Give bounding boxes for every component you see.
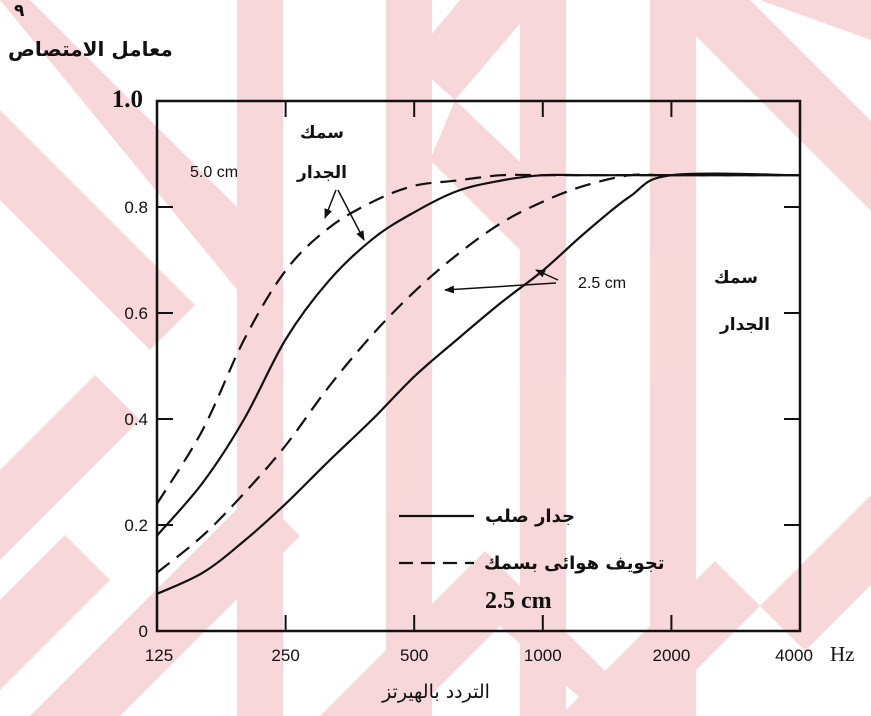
x-tick-label: 4000 [775, 646, 813, 665]
legend-extra-thickness: 2.5 cm [485, 588, 552, 614]
series-line-solid-2_5cm [156, 172, 801, 595]
annotation-arrow-5cm-solid [337, 189, 365, 241]
y-tick-label: 0.4 [124, 410, 148, 429]
annotation-thickness-label-1: سمك [300, 123, 344, 143]
x-tick-label: 250 [271, 646, 299, 665]
y-axis-label: معامل الامتصاص [8, 37, 173, 61]
annotation-25cm: 2.5 cm [578, 275, 626, 292]
y-tick-label: 0.8 [124, 198, 148, 217]
x-tick-label: 1000 [524, 646, 562, 665]
y-tick-label: 0.2 [124, 516, 148, 535]
legend-label-dashed: تجويف هوائى بسمك [484, 553, 665, 574]
annotation-thickness-label-4: الجدار [719, 315, 770, 335]
plot-frame [155, 99, 802, 633]
y-tick-label: 0.6 [124, 304, 148, 323]
x-axis-label: التردد بالهيرتز [381, 681, 490, 703]
legend: جدار صلب تجويف هوائى بسمك 2.5 cm [399, 506, 665, 614]
annotation-arrow-5cm-dashed [324, 189, 337, 219]
x-tick-label: 125 [145, 646, 173, 665]
corner-mark: ٩ [14, 1, 25, 21]
y-axis-ticks: 0 0.2 0.4 0.6 0.8 1.0 [112, 86, 800, 641]
x-axis-ticks: 125 250 500 1000 2000 4000 [145, 101, 813, 665]
y-tick-label: 1.0 [112, 86, 143, 113]
x-tick-label: 500 [400, 646, 428, 665]
series-line-dashed-2_5cm [156, 173, 800, 574]
annotation-thickness-label-3: سمك [714, 268, 758, 288]
annotation-arrow-25cm-dashed [444, 282, 557, 294]
annotation-arrow-25cm-solid [535, 269, 559, 281]
legend-label-solid: جدار صلب [485, 506, 575, 527]
x-tick-label: 2000 [652, 646, 690, 665]
annotation-5cm: 5.0 cm [190, 164, 238, 181]
y-tick-label: 0 [139, 622, 148, 641]
annotation-thickness-label-2: الجدار [296, 163, 347, 183]
x-unit-label: Hz [830, 642, 855, 666]
data-series [156, 172, 801, 595]
